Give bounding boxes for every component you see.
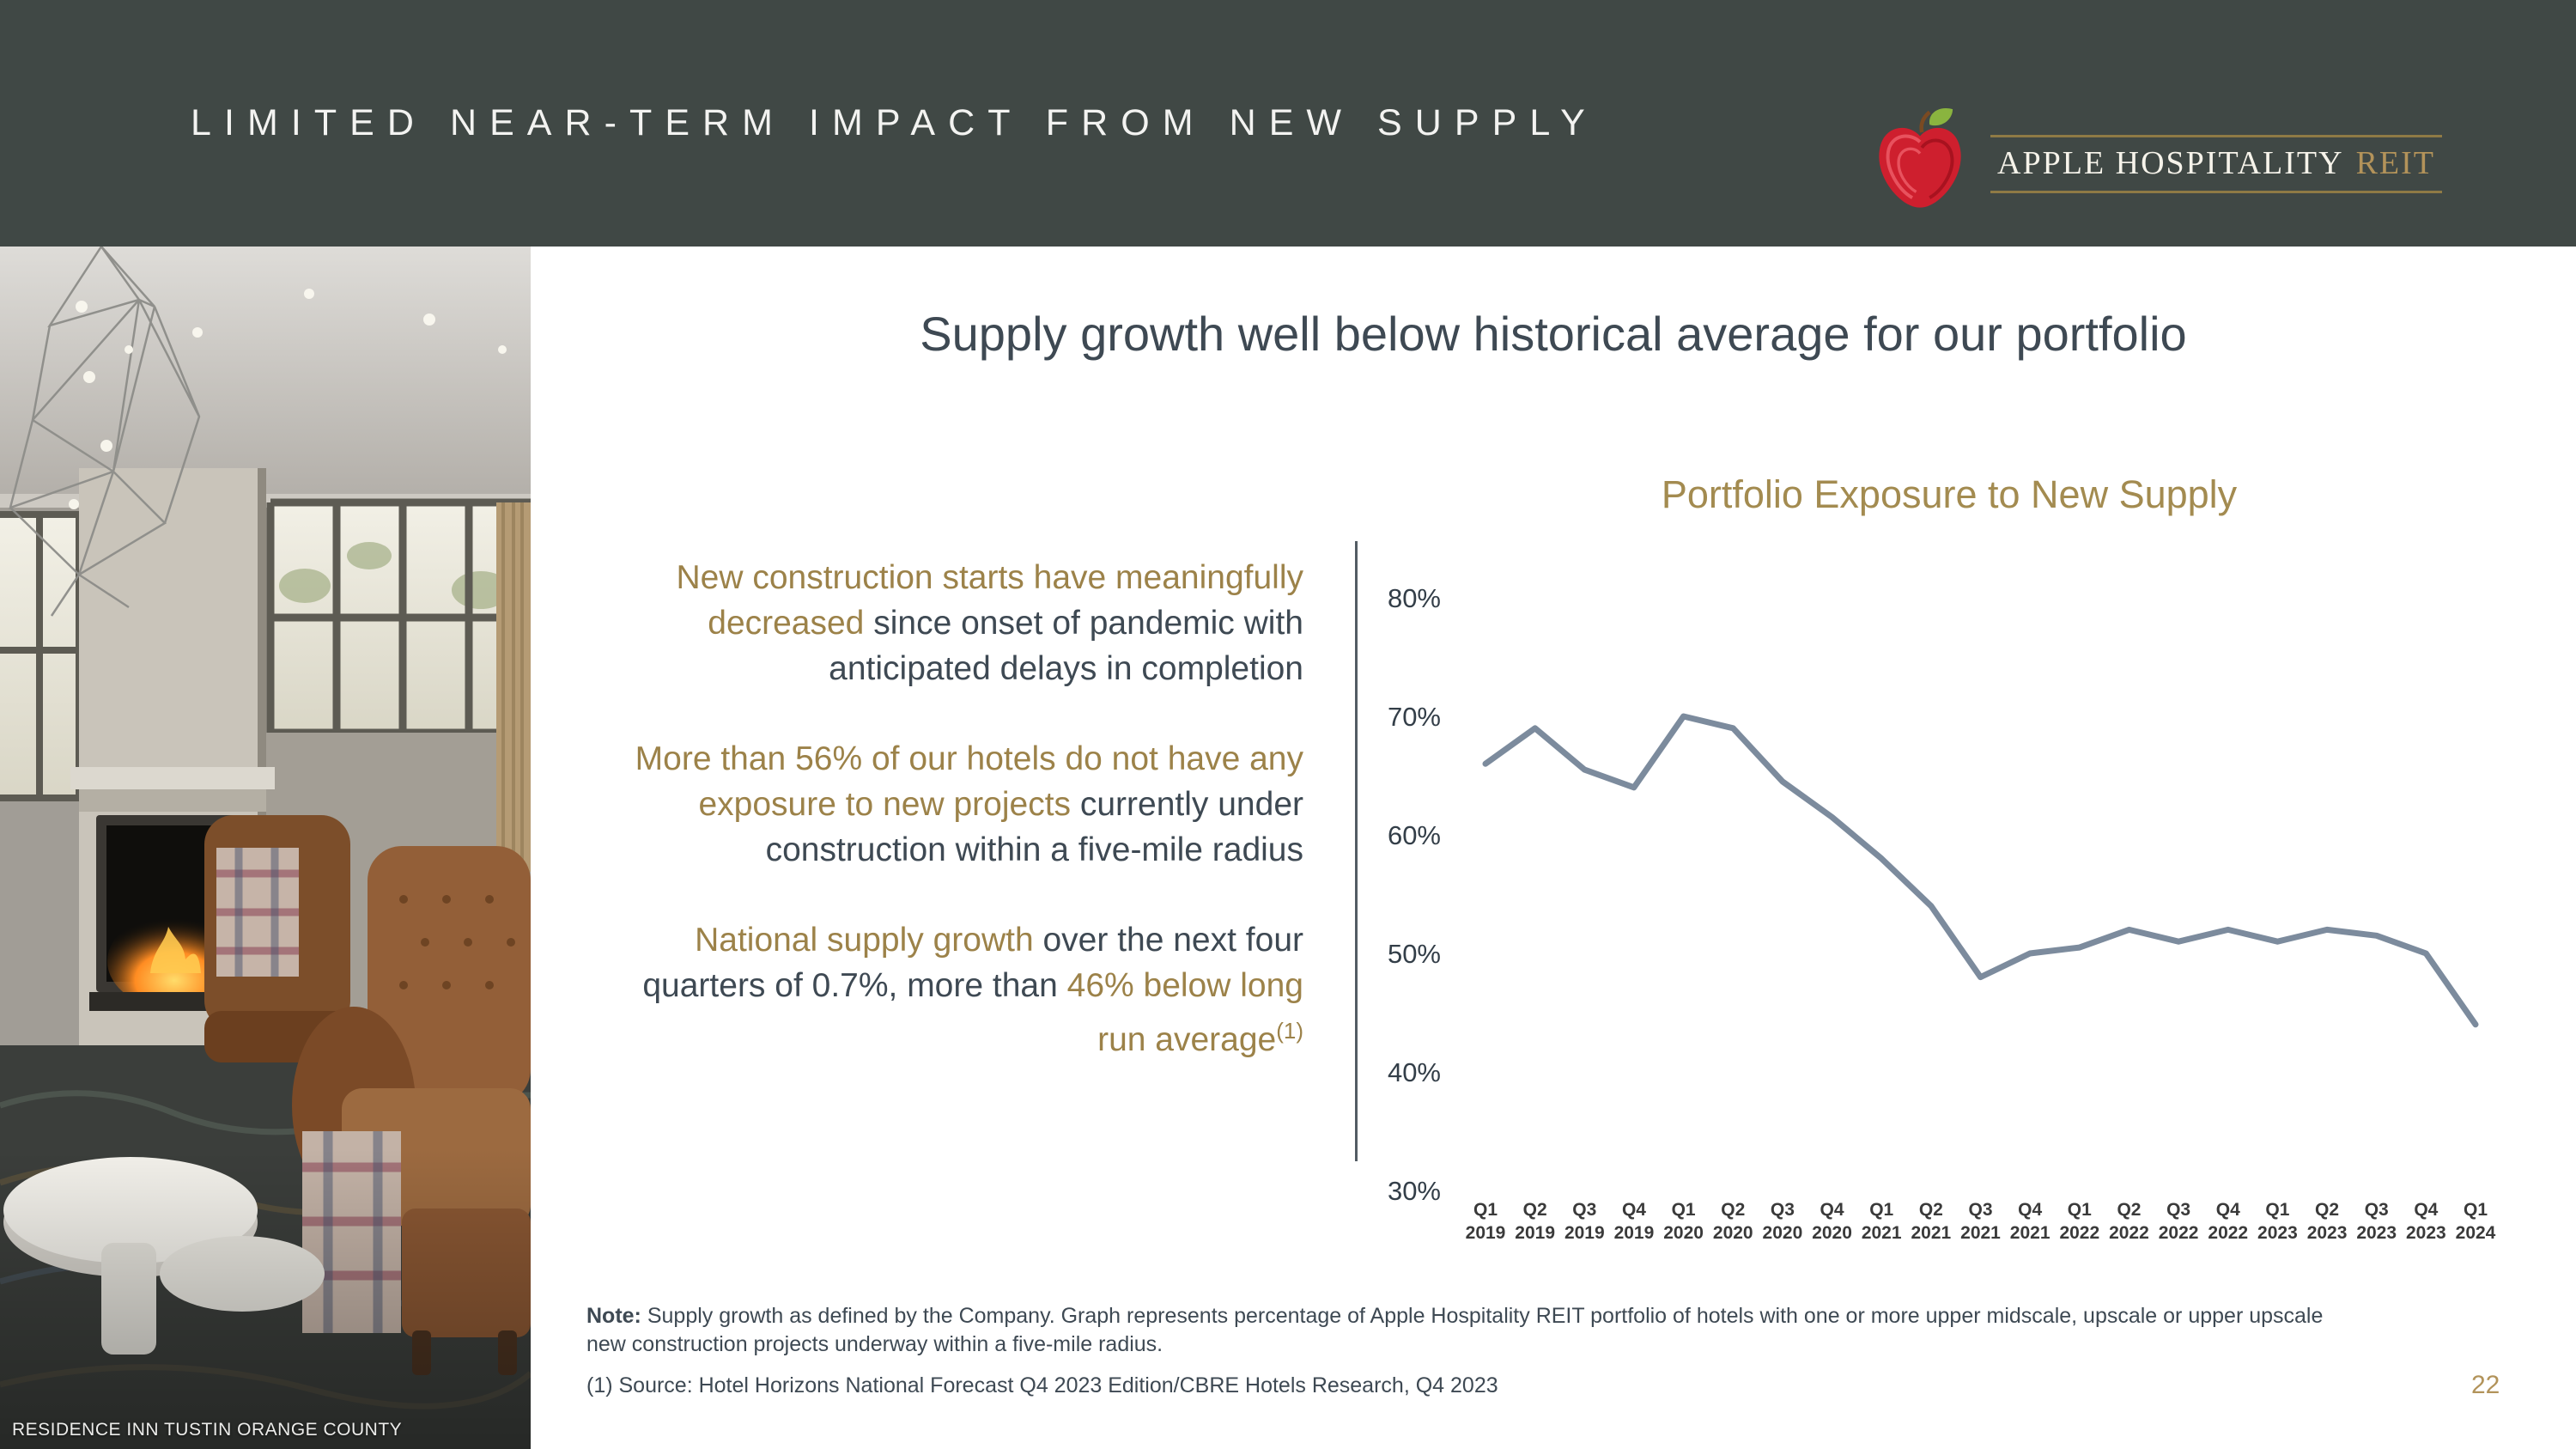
photo-caption: RESIDENCE INN TUSTIN ORANGE COUNTY <box>12 1420 403 1440</box>
lobby-photo-illustration <box>0 247 531 1449</box>
chart-title: Portfolio Exposure to New Supply <box>1661 472 2238 516</box>
company-logo: APPLE HOSPITALITY REIT <box>1872 105 2443 223</box>
svg-text:50%: 50% <box>1388 939 1441 969</box>
footnote-note-text: Supply growth as defined by the Company.… <box>586 1304 2324 1357</box>
footnotes: Note: Supply growth as defined by the Co… <box>586 1302 2364 1400</box>
footnote-note-label: Note: <box>586 1304 641 1328</box>
logo-text: APPLE HOSPITALITY REIT <box>1990 135 2443 193</box>
slide-header: LIMITED NEAR-TERM IMPACT FROM NEW SUPPLY… <box>0 0 2576 247</box>
slide-title: LIMITED NEAR-TERM IMPACT FROM NEW SUPPLY <box>191 102 1598 143</box>
main-heading: Supply growth well below historical aver… <box>920 307 2187 361</box>
bullet: New construction starts have meaningfull… <box>676 559 1303 687</box>
bullet-list: New construction starts have meaningfull… <box>592 555 1303 1107</box>
svg-text:40%: 40% <box>1388 1057 1441 1087</box>
footnote-note: Note: Supply growth as defined by the Co… <box>586 1302 2364 1360</box>
text-chart-divider <box>1355 541 1358 1161</box>
bullet: More than 56% of our hotels do not have … <box>635 740 1303 868</box>
logo-primary: APPLE HOSPITALITY <box>1997 145 2344 181</box>
footnote-source: (1) Source: Hotel Horizons National Fore… <box>586 1373 1498 1397</box>
bullet: National supply growth over the next fou… <box>642 922 1303 1058</box>
svg-text:80%: 80% <box>1388 583 1441 613</box>
svg-text:60%: 60% <box>1388 820 1441 850</box>
svg-text:30%: 30% <box>1388 1176 1441 1206</box>
exposure-chart: 80% 70% 60% 50% 40% 30% Q1 2019 Q2 2019 Q3 2019 Q4 20… <box>1374 550 2524 1263</box>
apple-logo-icon <box>1879 107 1961 208</box>
logo-accent: REIT <box>2355 145 2436 181</box>
svg-text:70%: 70% <box>1388 702 1441 732</box>
page-number: 22 <box>2471 1371 2500 1399</box>
lobby-photo: RESIDENCE INN TUSTIN ORANGE COUNTY <box>0 247 531 1449</box>
